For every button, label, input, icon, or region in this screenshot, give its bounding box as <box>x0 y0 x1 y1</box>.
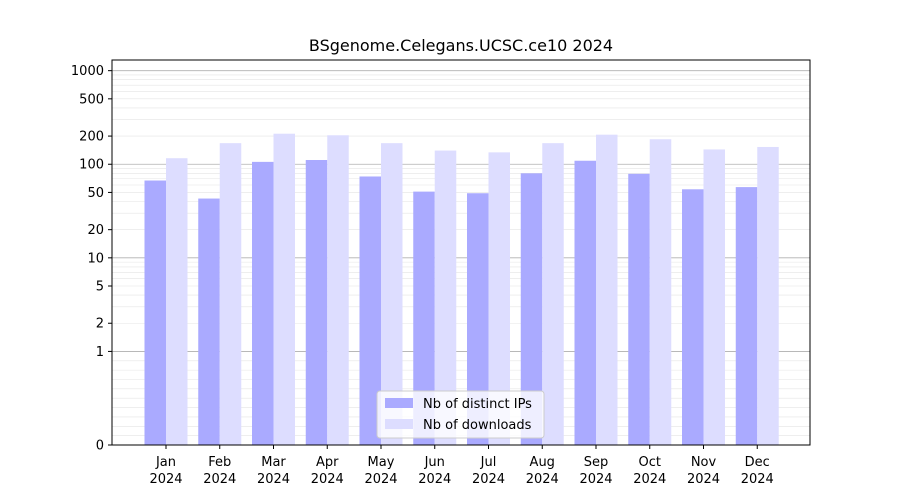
x-tick-label-year: 2024 <box>526 472 559 487</box>
bar-downloads <box>488 152 510 445</box>
bar-downloads <box>327 135 349 445</box>
bar-distinct-ips <box>305 160 328 445</box>
x-tick-label-year: 2024 <box>257 472 290 487</box>
x-axis: Jan 2024 Feb 2024 Mar 2024 Apr 2024 May 2024 Jun 20… <box>149 445 774 487</box>
x-tick-label-month: Dec <box>745 455 770 470</box>
x-tick-label-month: Jun <box>424 455 445 470</box>
bar-downloads <box>381 143 403 445</box>
bar-downloads <box>273 133 295 446</box>
y-tick-label: 20 <box>87 223 104 238</box>
x-tick-label-year: 2024 <box>203 472 236 487</box>
bar-downloads <box>757 146 779 446</box>
bar-distinct-ips <box>413 191 435 445</box>
legend-swatch <box>385 398 413 408</box>
bar-distinct-ips <box>520 173 543 445</box>
x-tick-label-year: 2024 <box>579 472 612 487</box>
y-tick-label: 1 <box>96 345 104 360</box>
bar-downloads <box>434 150 457 445</box>
x-tick-label-year: 2024 <box>418 472 451 487</box>
bar-distinct-ips <box>198 198 220 445</box>
x-tick-label-year: 2024 <box>633 472 666 487</box>
x-tick-label-month: Aug <box>530 455 555 470</box>
bar-downloads <box>219 143 242 445</box>
x-tick-label-month: Mar <box>261 455 286 470</box>
legend: Nb of distinct IPs Nb of downloads <box>376 390 545 439</box>
legend-swatch <box>385 419 413 429</box>
bar-distinct-ips <box>359 176 381 446</box>
x-tick-label-month: Jul <box>480 455 497 470</box>
y-tick-label: 10 <box>87 251 104 266</box>
legend-label: Nb of downloads <box>423 418 532 433</box>
x-tick-label-month: Nov <box>691 455 717 470</box>
x-tick-label-month: Sep <box>584 455 609 470</box>
chart-title: BSgenome.Celegans.UCSC.ce10 2024 <box>309 36 613 55</box>
bar-distinct-ips <box>628 173 650 446</box>
bar-distinct-ips <box>144 180 166 446</box>
x-tick-label-year: 2024 <box>741 472 774 487</box>
y-tick-label: 50 <box>87 186 104 201</box>
x-tick-label-month: May <box>368 455 395 470</box>
x-tick-label-year: 2024 <box>472 472 505 487</box>
bar-distinct-ips <box>682 189 704 445</box>
x-tick-label-year: 2024 <box>149 472 182 487</box>
x-tick-label-month: Feb <box>208 455 231 470</box>
legend-label: Nb of distinct IPs <box>423 397 532 412</box>
x-tick-label-month: Apr <box>316 455 339 470</box>
x-tick-label-year: 2024 <box>311 472 344 487</box>
x-tick-label-month: Jan <box>155 455 176 470</box>
x-tick-label-month: Oct <box>639 455 661 470</box>
bar-downloads <box>703 149 725 445</box>
x-tick-label-year: 2024 <box>687 472 720 487</box>
y-tick-label: 1000 <box>71 64 104 79</box>
y-tick-label: 200 <box>79 130 104 145</box>
y-tick-label: 5 <box>96 280 104 295</box>
bars <box>144 133 779 446</box>
bar-downloads <box>649 139 672 445</box>
bar-distinct-ips <box>735 187 758 445</box>
y-tick-label: 100 <box>79 158 104 173</box>
bar-downloads <box>166 158 188 446</box>
bar-distinct-ips <box>467 193 489 445</box>
y-tick-label: 500 <box>79 92 104 107</box>
x-tick-label-year: 2024 <box>364 472 397 487</box>
bar-downloads <box>596 134 618 445</box>
bar-distinct-ips <box>252 161 274 445</box>
bar-distinct-ips <box>574 160 596 446</box>
legend-box <box>376 390 545 439</box>
bar-downloads <box>542 143 564 445</box>
plot-area-frame <box>111 59 811 446</box>
y-axis: 0 1 2 5 10 20 50 100 200 500 1000 <box>71 64 112 454</box>
y-tick-label: 2 <box>96 317 104 332</box>
y-tick-label: 0 <box>96 439 104 454</box>
